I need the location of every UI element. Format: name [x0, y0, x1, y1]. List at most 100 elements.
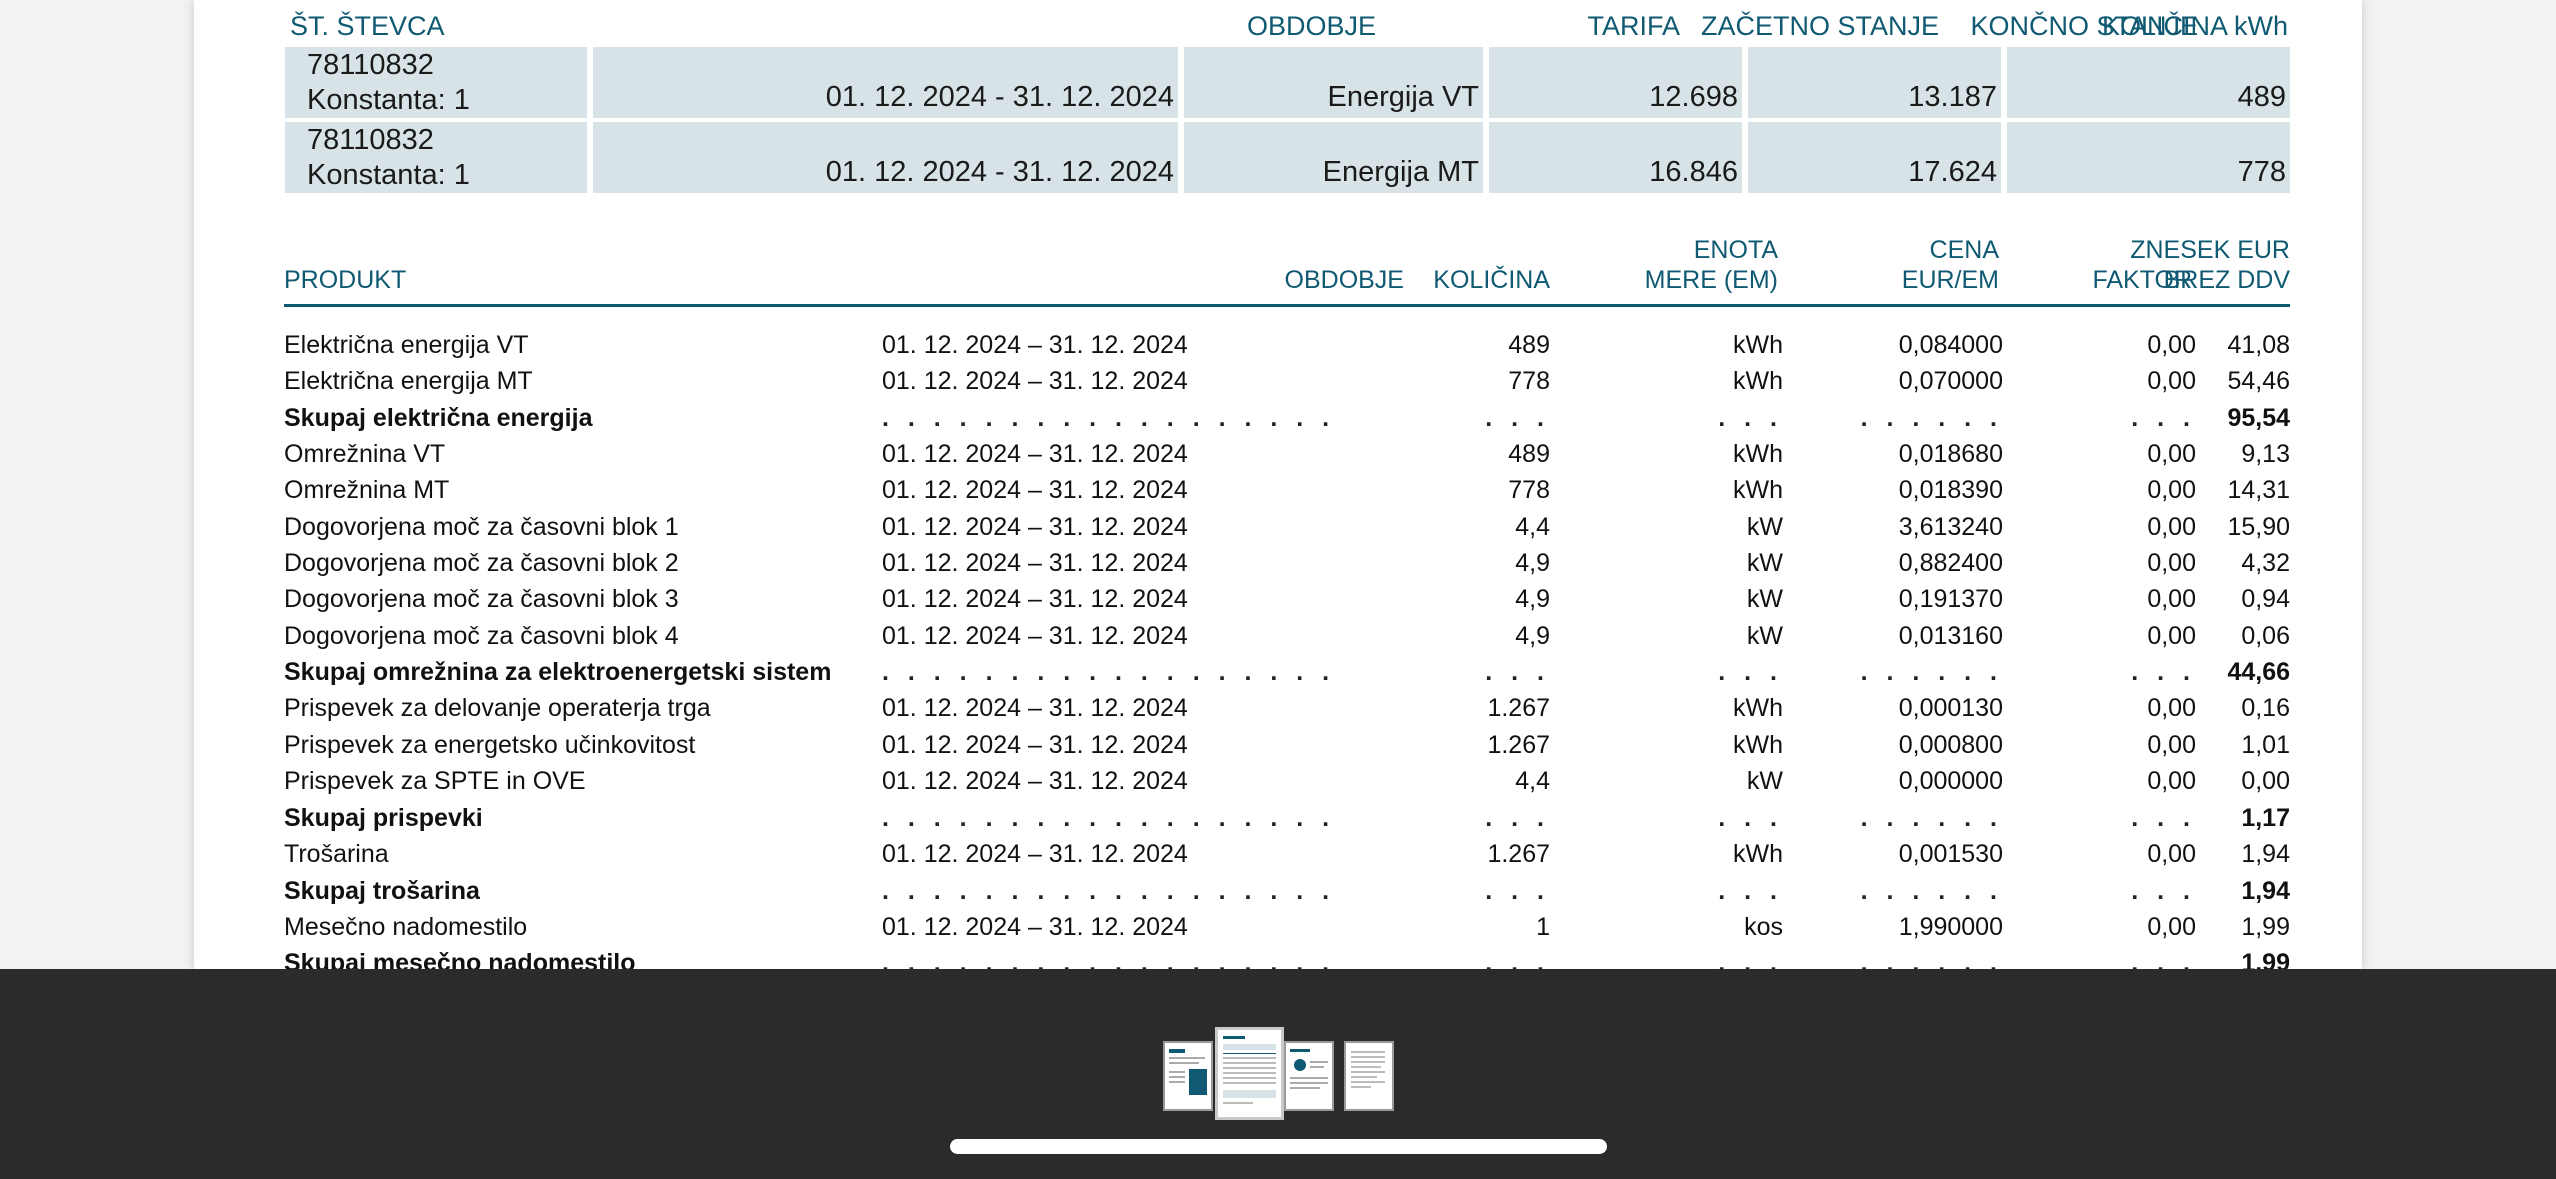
dots-leader: . . .: [1718, 404, 1783, 432]
product-amount: 14,31: [2227, 476, 2290, 504]
page-thumbnail-4[interactable]: [1344, 1041, 1394, 1111]
subtotal-amount: 95,54: [2227, 404, 2290, 432]
product-amount: 4,32: [2241, 549, 2290, 577]
meter-period: 01. 12. 2024 - 31. 12. 2024: [825, 81, 1174, 113]
dots-leader: . . . . . . . . . . . . . . . . . .: [882, 404, 1336, 432]
invoice-page: ŠT. ŠTEVCA OBDOBJE TARIFA ZAČETNO STANJE…: [194, 0, 2362, 969]
product-price: 0,882400: [1898, 549, 2003, 577]
meter-header-tariff: TARIFA: [1587, 11, 1680, 41]
subtotal-row: Skupaj mesečno nadomestilo . . . . . . .…: [194, 945, 2362, 969]
page-thumbnail-1[interactable]: [1163, 1041, 1213, 1111]
product-unit: kWh: [1733, 731, 1783, 759]
meter-number: 78110832: [307, 49, 434, 81]
meter-end-cell: 13.187: [1748, 47, 2001, 118]
dots-leader: . . .: [1485, 949, 1550, 969]
product-name: Prispevek za delovanje operaterja trga: [284, 694, 711, 722]
dots-leader: . . .: [2131, 404, 2196, 432]
product-qty: 1.267: [1487, 694, 1550, 722]
table-row: Trošarina 01. 12. 2024 – 31. 12. 2024 1.…: [194, 836, 2362, 872]
product-period: 01. 12. 2024 – 31. 12. 2024: [882, 367, 1188, 395]
product-price: 0,018390: [1898, 476, 2003, 504]
product-header-unit-line2: MERE (EM): [1644, 266, 1778, 294]
table-row: Prispevek za delovanje operaterja trga 0…: [194, 690, 2362, 726]
subtotal-row: Skupaj električna energija . . . . . . .…: [194, 400, 2362, 436]
product-header-amount-line1: ZNESEK EUR: [2130, 236, 2290, 264]
table-row: Električna energija VT 01. 12. 2024 – 31…: [194, 327, 2362, 363]
product-name: Omrežnina MT: [284, 476, 450, 504]
product-name: Prispevek za SPTE in OVE: [284, 767, 586, 795]
product-amount: 0,16: [2241, 694, 2290, 722]
dots-leader: . . . . . . . . . . . . . . . . . .: [882, 949, 1336, 969]
product-name: Dogovorjena moč za časovni blok 3: [284, 585, 679, 613]
home-indicator[interactable]: [950, 1139, 1607, 1154]
dots-leader: . . . . . . . . . . . . . . . . . .: [882, 658, 1336, 686]
product-header-period: OBDOBJE: [1284, 266, 1404, 294]
product-amount: 0,06: [2241, 622, 2290, 650]
product-price: 1,990000: [1898, 913, 2003, 941]
subtotal-row: Skupaj trošarina . . . . . . . . . . . .…: [194, 873, 2362, 909]
meter-constant: Konstanta: 1: [307, 159, 470, 191]
meter-header-number: ŠT. ŠTEVCA: [290, 11, 445, 41]
meter-end-cell: 17.624: [1748, 122, 2001, 193]
dots-leader: . . . . . .: [1860, 404, 2003, 432]
product-amount: 15,90: [2227, 513, 2290, 541]
product-qty: 1.267: [1487, 840, 1550, 868]
product-qty: 4,9: [1515, 549, 1550, 577]
product-header-price-line1: CENA: [1929, 236, 1999, 264]
product-period: 01. 12. 2024 – 31. 12. 2024: [882, 731, 1188, 759]
product-name: Trošarina: [284, 840, 389, 868]
dots-leader: . . . . . .: [1860, 949, 2003, 969]
product-price: 0,013160: [1898, 622, 2003, 650]
product-name: Električna energija MT: [284, 367, 533, 395]
table-row: Dogovorjena moč za časovni blok 3 01. 12…: [194, 581, 2362, 617]
table-row: Dogovorjena moč za časovni blok 1 01. 12…: [194, 509, 2362, 545]
product-unit: kWh: [1733, 367, 1783, 395]
product-header-amount-line2: BREZ DDV: [2163, 266, 2290, 294]
product-amount: 1,99: [2241, 913, 2290, 941]
product-unit: kWh: [1733, 331, 1783, 359]
product-factor: 0,00: [2147, 440, 2196, 468]
table-row: Prispevek za SPTE in OVE 01. 12. 2024 – …: [194, 763, 2362, 799]
dots-leader: . . .: [1485, 804, 1550, 832]
dots-leader: . . . . . . . . . . . . . . . . . .: [882, 877, 1336, 905]
product-unit: kW: [1746, 513, 1783, 541]
page-thumbnail-2[interactable]: [1215, 1027, 1284, 1120]
table-row: Dogovorjena moč za časovni blok 2 01. 12…: [194, 545, 2362, 581]
meter-header-end: KONČNO STANJE: [1970, 11, 2198, 41]
meter-qty-cell: 489: [2007, 47, 2290, 118]
product-factor: 0,00: [2147, 731, 2196, 759]
product-price: 3,613240: [1898, 513, 2003, 541]
dots-leader: . . .: [1718, 658, 1783, 686]
thumbnail-3-preview: [1290, 1049, 1328, 1089]
subtotal-name: Skupaj trošarina: [284, 877, 480, 905]
product-qty: 4,9: [1515, 585, 1550, 613]
subtotal-name: Skupaj omrežnina za elektroenergetski si…: [284, 658, 832, 686]
table-row: Prispevek za energetsko učinkovitost 01.…: [194, 727, 2362, 763]
product-header-price-line2: EUR/EM: [1901, 266, 1999, 294]
meter-header-period: OBDOBJE: [1246, 11, 1376, 41]
product-qty: 4,4: [1515, 513, 1550, 541]
dots-leader: . . .: [1718, 804, 1783, 832]
page-thumbnail-3[interactable]: [1284, 1041, 1334, 1111]
meter-number: 78110832: [307, 124, 434, 156]
dots-leader: . . . . . . . . . . . . . . . . . .: [882, 804, 1336, 832]
product-name: Mesečno nadomestilo: [284, 913, 528, 941]
product-price: 0,191370: [1898, 585, 2003, 613]
meter-constant: Konstanta: 1: [307, 84, 470, 116]
product-amount: 1,94: [2241, 840, 2290, 868]
product-unit: kos: [1744, 913, 1783, 941]
meter-start-cell: 12.698: [1489, 47, 1742, 118]
product-amount: 1,01: [2241, 731, 2290, 759]
thumbnail-1-preview: [1169, 1049, 1207, 1095]
product-name: Omrežnina VT: [284, 440, 446, 468]
product-name: Dogovorjena moč za časovni blok 4: [284, 622, 679, 650]
product-name: Dogovorjena moč za časovni blok 1: [284, 513, 679, 541]
product-amount: 0,94: [2241, 585, 2290, 613]
dots-leader: . . .: [1485, 877, 1550, 905]
dots-leader: . . .: [2131, 877, 2196, 905]
product-period: 01. 12. 2024 – 31. 12. 2024: [882, 513, 1188, 541]
product-qty: 1: [1536, 913, 1550, 941]
product-amount: 41,08: [2227, 331, 2290, 359]
product-unit: kW: [1746, 622, 1783, 650]
product-qty: 4,9: [1515, 622, 1550, 650]
